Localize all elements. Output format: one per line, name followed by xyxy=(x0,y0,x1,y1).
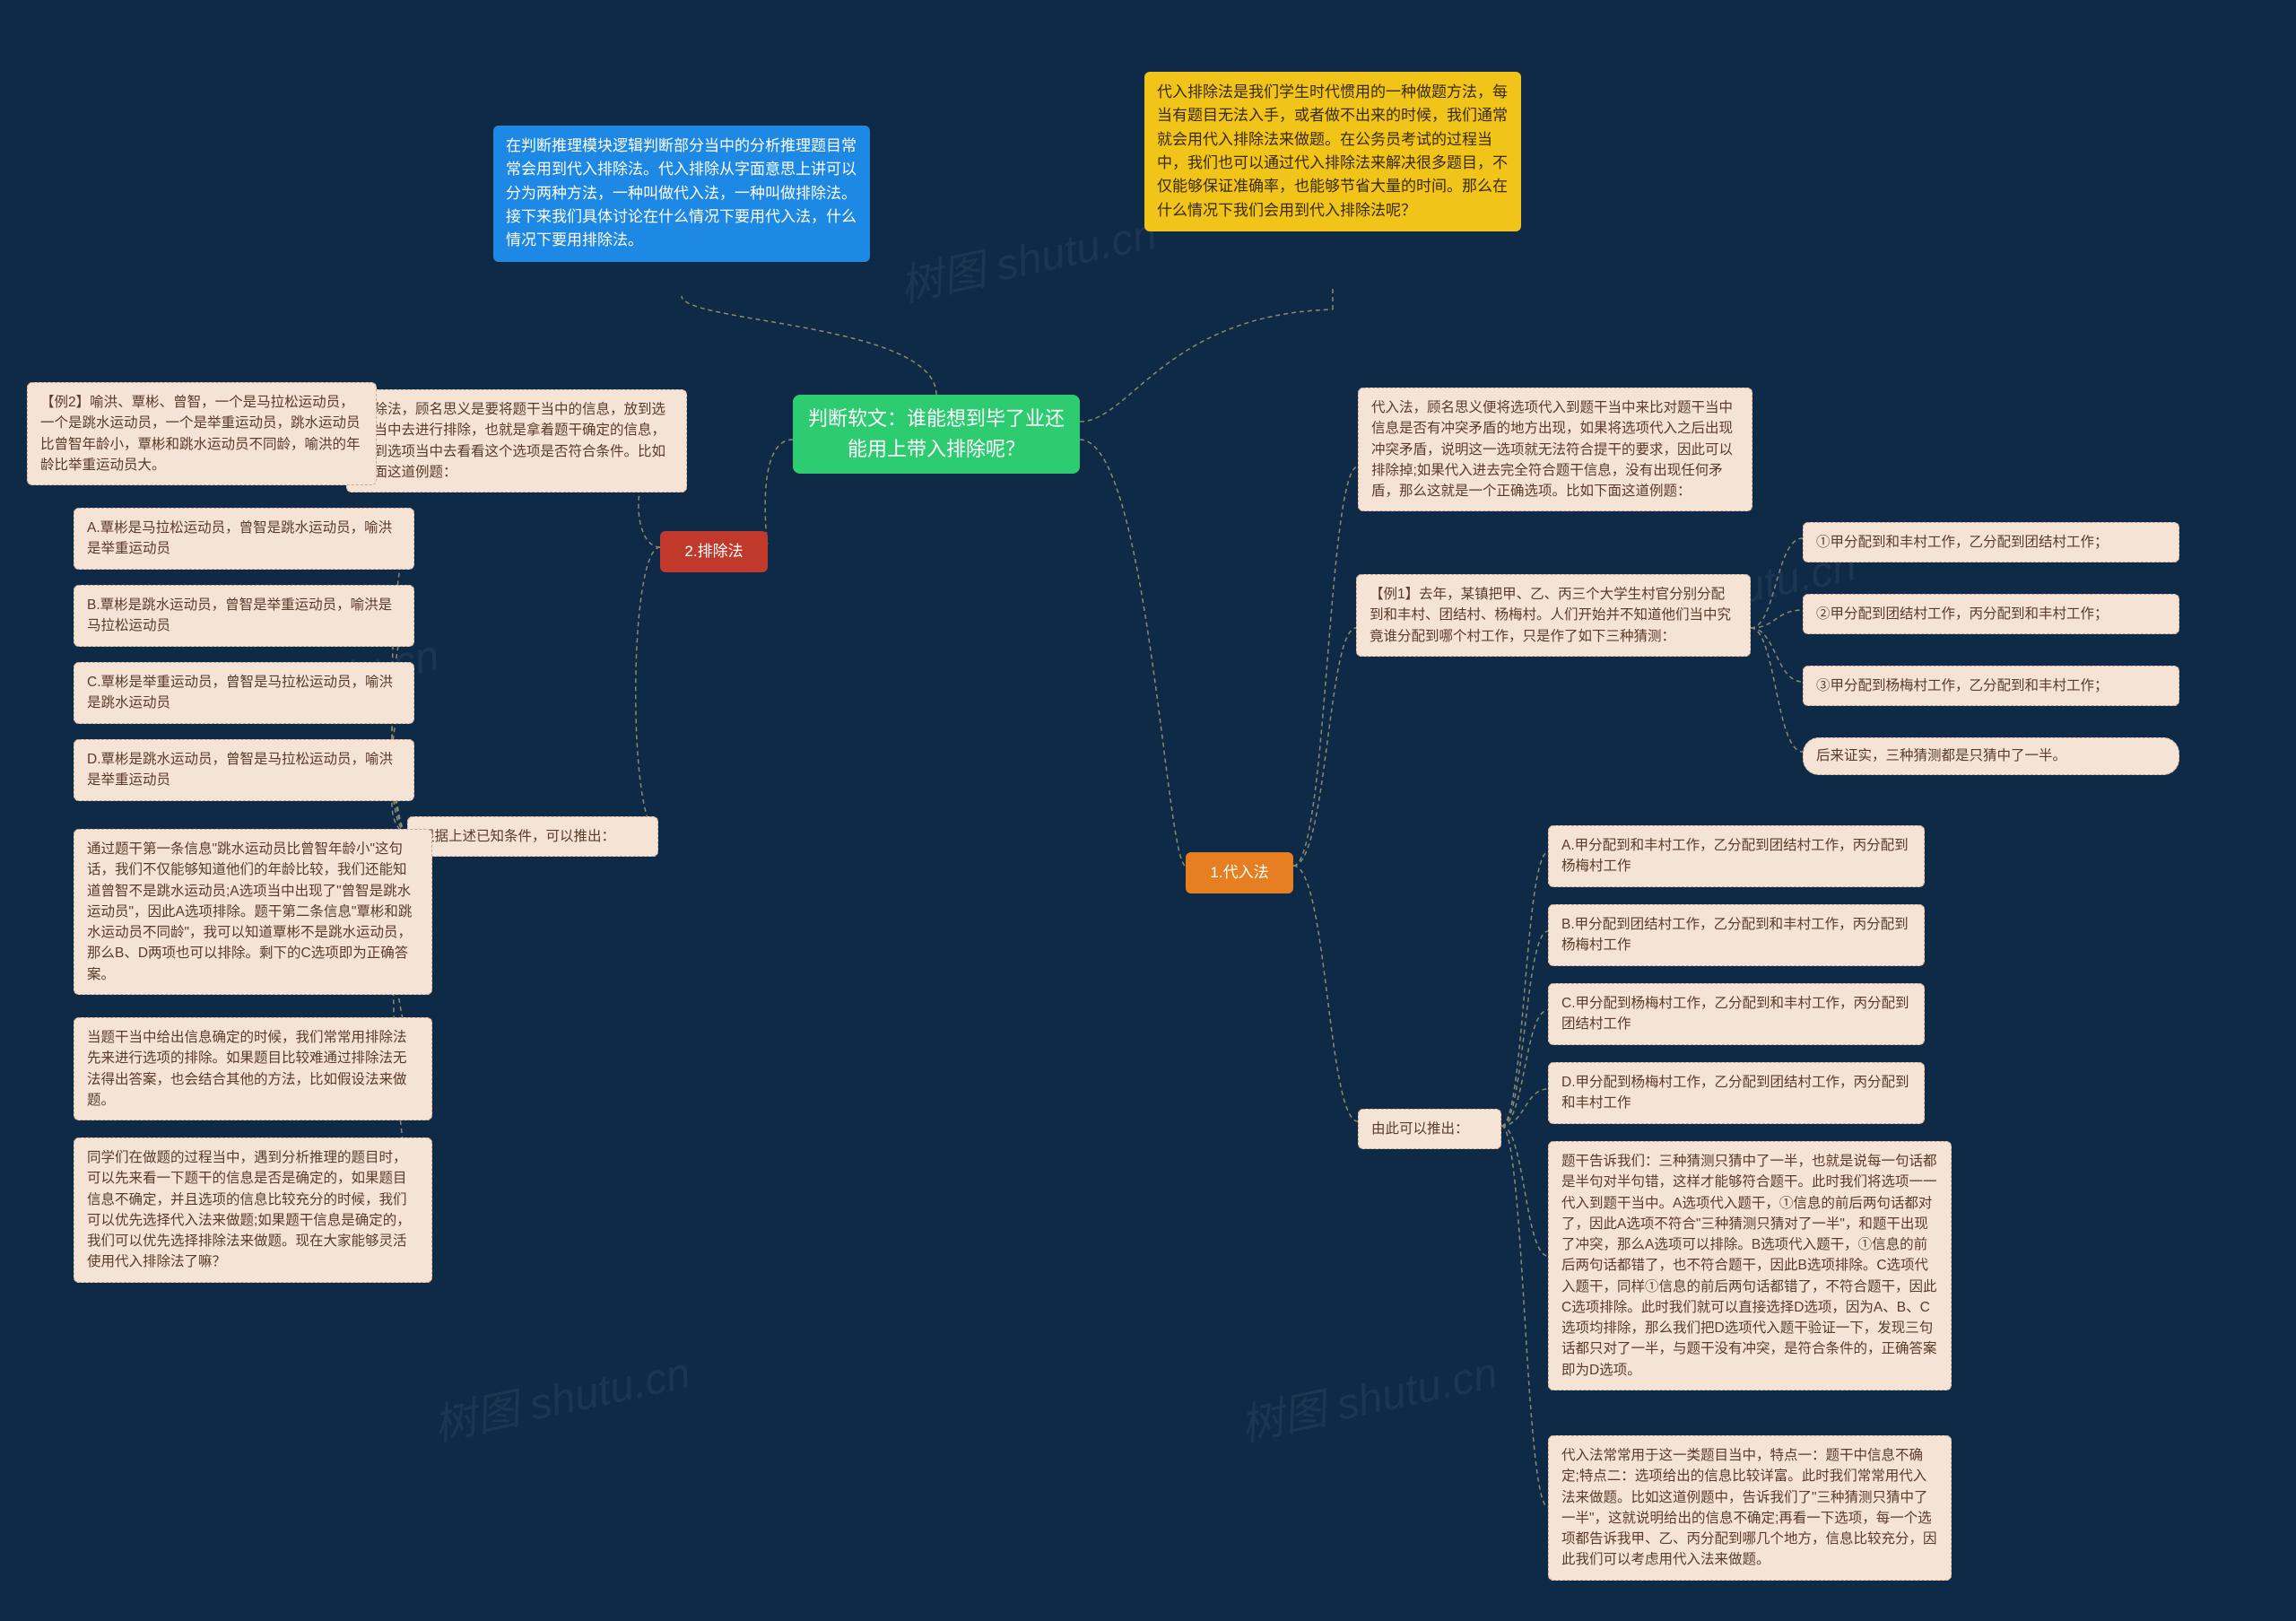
branch1-derive-d: D.甲分配到杨梅村工作，乙分配到团结村工作，丙分配到和丰村工作 xyxy=(1548,1062,1925,1124)
branch2-derive-note: 当题干当中给出信息确定的时候，我们常常用排除法先来进行选项的排除。如果题目比较难… xyxy=(74,1017,432,1120)
branch2-derive-d: D.覃彬是跳水运动员，曾智是马拉松运动员，喻洪是举重运动员 xyxy=(74,739,414,801)
branch1-derive-summary: 代入法常常用于这一类题目当中，特点一：题干中信息不确定;特点二：选项给出的信息比… xyxy=(1548,1435,1952,1581)
branch-1-label[interactable]: 1.代入法 xyxy=(1186,852,1293,893)
branch1-intro: 代入法，顾名思义便将选项代入到题干当中来比对题干当中信息是否有冲突矛盾的地方出现… xyxy=(1358,388,1752,511)
branch2-derive-explain: 通过题干第一条信息"跳水运动员比曾智年龄小"这句话，我们不仅能够知道他们的年龄比… xyxy=(74,829,432,995)
branch2-derive-label: 根据上述已知条件，可以推出： xyxy=(407,816,658,857)
connector-layer xyxy=(0,0,2296,1621)
watermark-4: 树图 shutu.cn xyxy=(427,1338,695,1453)
branch2-derive-b: B.覃彬是跳水运动员，曾智是举重运动员，喻洪是马拉松运动员 xyxy=(74,585,414,647)
branch2-derive-a: A.覃彬是马拉松运动员，曾智是跳水运动员，喻洪是举重运动员 xyxy=(74,508,414,570)
branch2-derive-c: C.覃彬是举重运动员，曾智是马拉松运动员，喻洪是跳水运动员 xyxy=(74,662,414,724)
watermark-2: 树图 shutu.cn xyxy=(893,198,1161,314)
branch1-ex1-opt-2: ②甲分配到团结村工作，丙分配到和丰村工作； xyxy=(1803,594,2179,634)
branch1-ex1-opt-1: ①甲分配到和丰村工作，乙分配到团结村工作； xyxy=(1803,522,2179,562)
intro-blue-box: 在判断推理模块逻辑判断部分当中的分析推理题目常常会用到代入排除法。代入排除从字面… xyxy=(493,126,870,262)
branch2-intro: 排除法，顾名思义是要将题干当中的信息，放到选项当中去进行排除，也就是拿着题干确定… xyxy=(346,389,687,492)
branch2-example: 【例2】喻洪、覃彬、曾智，一个是马拉松运动员，一个是跳水运动员，一个是举重运动员… xyxy=(27,382,377,485)
branch1-derive-explain: 题干告诉我们：三种猜测只猜中了一半，也就是说每一句话都是半句对半句错，这样才能够… xyxy=(1548,1141,1952,1390)
branch1-derive-c: C.甲分配到杨梅村工作，乙分配到和丰村工作，丙分配到团结村工作 xyxy=(1548,983,1925,1045)
root-node[interactable]: 判断软文：谁能想到毕了业还能用上带入排除呢？ xyxy=(793,395,1080,474)
branch1-ex1-tail: 后来证实，三种猜测都是只猜中了一半。 xyxy=(1803,737,2179,775)
branch-2-label[interactable]: 2.排除法 xyxy=(660,531,768,572)
watermark-5: 树图 shutu.cn xyxy=(1234,1338,1502,1453)
branch1-derive-label: 由此可以推出： xyxy=(1358,1109,1501,1149)
branch1-derive-b: B.甲分配到团结村工作，乙分配到和丰村工作，丙分配到杨梅村工作 xyxy=(1548,904,1925,966)
yellow-box: 代入排除法是我们学生时代惯用的一种做题方法，每当有题目无法入手，或者做不出来的时… xyxy=(1144,72,1521,231)
branch1-example: 【例1】去年，某镇把甲、乙、丙三个大学生村官分别分配到和丰村、团结村、杨梅村。人… xyxy=(1356,574,1751,657)
branch1-ex1-opt-3: ③甲分配到杨梅村工作，乙分配到和丰村工作； xyxy=(1803,666,2179,706)
branch2-derive-summary: 同学们在做题的过程当中，遇到分析推理的题目时，可以先来看一下题干的信息是否是确定… xyxy=(74,1137,432,1283)
branch1-derive-a: A.甲分配到和丰村工作，乙分配到团结村工作，丙分配到杨梅村工作 xyxy=(1548,825,1925,887)
